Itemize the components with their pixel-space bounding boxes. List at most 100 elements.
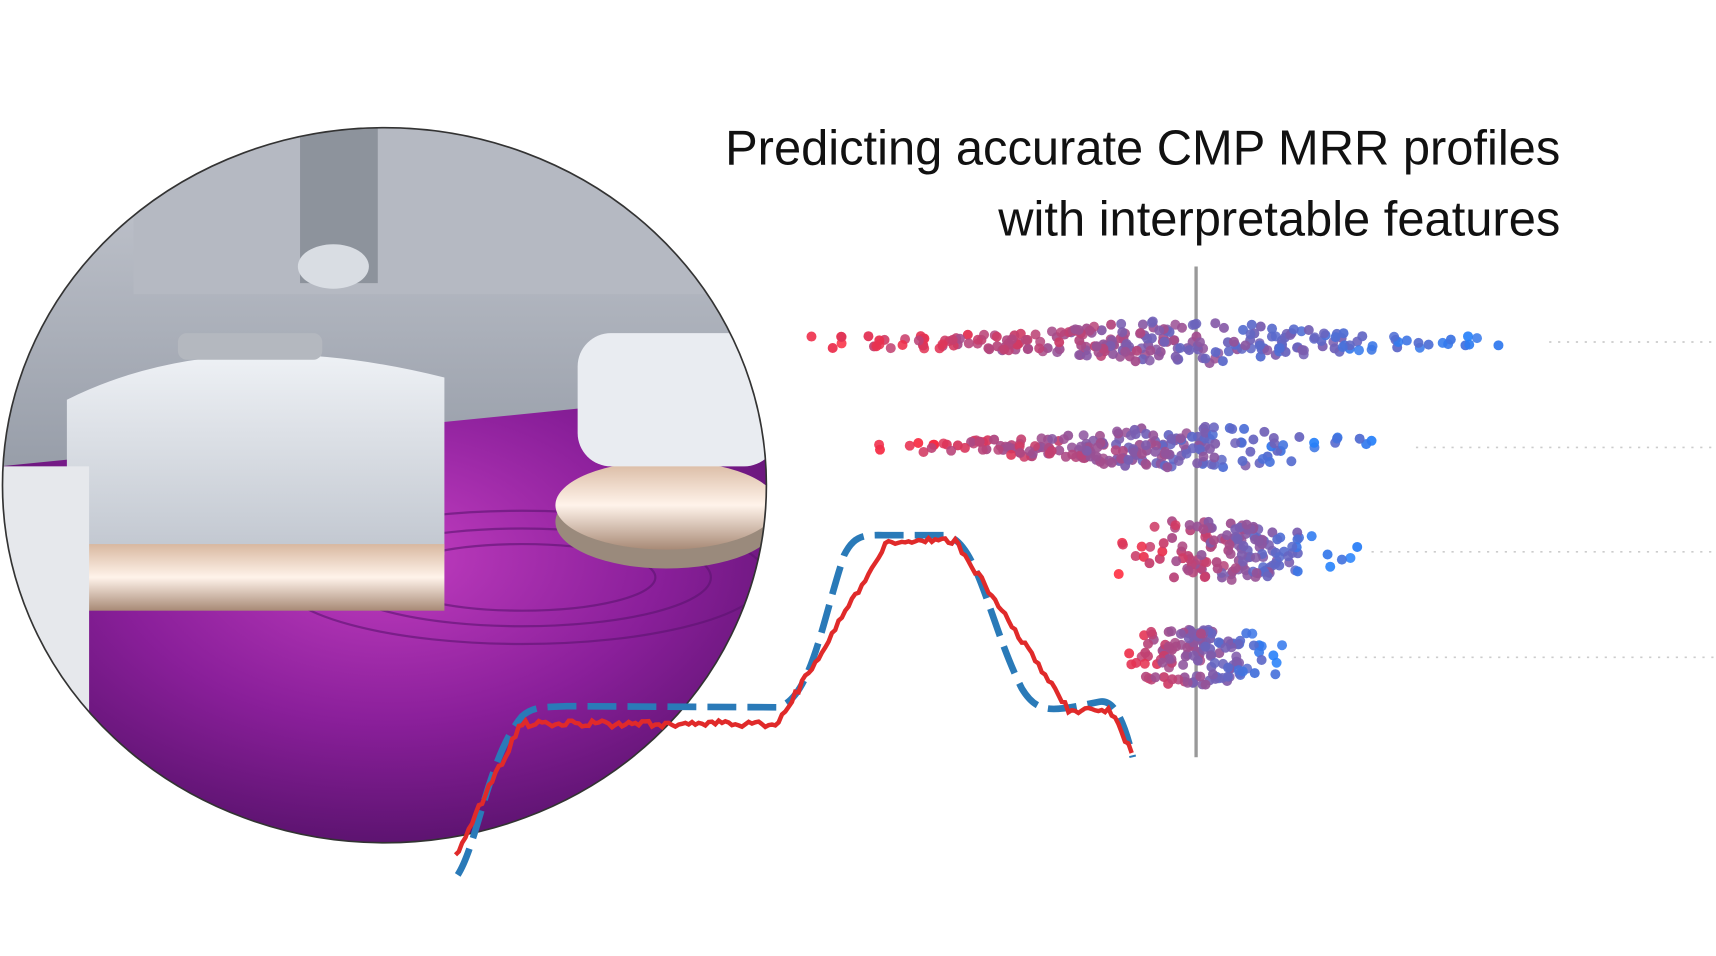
swarm-dot: [1245, 329, 1256, 340]
swarm-dot: [1319, 328, 1330, 339]
swarm-dot: [1223, 662, 1234, 673]
swarm-dot: [1200, 679, 1211, 690]
swarm-dot: [1345, 552, 1356, 563]
swarm-dot: [1150, 672, 1161, 683]
swarm-dot: [1113, 569, 1124, 580]
swarm-dot: [904, 440, 915, 451]
swarm-dot: [1270, 669, 1281, 680]
swarm-dot: [1171, 556, 1182, 567]
swarm-dot: [1230, 524, 1241, 535]
swarm-dot: [1254, 647, 1265, 658]
swarm-dot: [1274, 551, 1285, 562]
swarm-dot: [991, 331, 1002, 342]
swarm-dot: [1274, 343, 1285, 354]
swarm-dot: [874, 439, 885, 450]
swarm-dot: [1413, 337, 1424, 348]
swarm-dot: [1006, 449, 1017, 460]
swarm-dot: [1233, 665, 1244, 676]
swarm-dot: [1221, 530, 1232, 541]
swarm-dot: [1177, 541, 1188, 552]
swarm-dot: [1268, 650, 1279, 661]
swarm-dot: [1140, 647, 1151, 658]
swarm-dot: [1223, 346, 1234, 357]
swarm-dot: [1437, 337, 1448, 348]
swarm-dot: [1239, 423, 1250, 434]
swarm-dot: [1257, 454, 1268, 465]
swarm-dot: [1292, 566, 1303, 577]
swarm-dot: [1140, 458, 1151, 469]
swarm-dot: [1058, 434, 1069, 445]
swarm-dot: [926, 443, 937, 454]
swarm-dot: [1211, 557, 1222, 568]
swarm-dot: [1096, 325, 1107, 336]
swarm-dot: [1270, 331, 1281, 342]
swarm-dot: [1084, 325, 1095, 336]
swarm-dot: [1267, 527, 1278, 538]
swarm-dot: [1230, 438, 1241, 449]
photo: [2, 127, 767, 843]
swarm-dot: [1166, 626, 1177, 637]
swarm-dot: [1130, 551, 1141, 562]
swarm-dot: [1144, 355, 1155, 366]
swarm-dot: [1140, 440, 1151, 451]
swarm-dot: [1248, 434, 1259, 445]
swarm-dot: [1309, 332, 1320, 343]
swarm-dot: [1277, 640, 1288, 651]
swarm-dot: [1154, 325, 1165, 336]
swarm-dot: [1269, 438, 1280, 449]
photo-border: [1, 126, 768, 844]
swarm-dot: [1303, 324, 1314, 335]
swarm-dot: [1175, 342, 1186, 353]
swarm-dot: [1322, 549, 1333, 560]
swarm-dot: [1234, 657, 1245, 668]
swarm-dot: [1226, 574, 1237, 585]
swarm-dot: [1200, 641, 1211, 652]
swarm-dot: [1463, 331, 1474, 342]
swarm-dot: [1056, 327, 1067, 338]
swarm-dot: [1445, 334, 1456, 345]
swarm-dot: [1020, 334, 1031, 345]
swarm-dot: [1230, 563, 1241, 574]
predicted-profile: [454, 531, 1137, 877]
swarm-dot: [1186, 431, 1197, 442]
swarm-dot: [1201, 557, 1212, 568]
swarm-dot: [1150, 446, 1161, 457]
swarm-dot: [1309, 437, 1320, 448]
swarm-dot: [937, 339, 948, 350]
swarm-dot: [1294, 432, 1305, 443]
swarm-dot: [1240, 340, 1251, 351]
swarm-dot: [1110, 445, 1121, 456]
swarm-dot: [1136, 541, 1147, 552]
swarm-dot: [1129, 447, 1140, 458]
swarm-dot: [1175, 433, 1186, 444]
swarm-dot: [913, 335, 924, 346]
swarm-dot: [1178, 659, 1189, 670]
swarm-dot: [1182, 677, 1193, 688]
swarm-dot: [946, 445, 957, 456]
swarm-dot: [1262, 345, 1273, 356]
swarm-dot: [1170, 319, 1181, 330]
swarm-dot: [1255, 351, 1266, 362]
swarm-dot: [1116, 318, 1127, 329]
swarm-dot: [1192, 458, 1203, 469]
swarm-dot: [1167, 532, 1178, 543]
swarm-dot: [1210, 318, 1221, 329]
swarm-dot: [1209, 657, 1220, 668]
swarm-dot: [1184, 345, 1195, 356]
swarm-dot: [1145, 345, 1156, 356]
swarm-dot: [1149, 521, 1160, 532]
swarm-dot: [1352, 541, 1363, 552]
swarm-dot: [1357, 331, 1368, 342]
swarm-dot: [1332, 433, 1342, 444]
swarm-dot: [1107, 349, 1118, 360]
swarm-dot: [1036, 433, 1047, 444]
swarm-dot: [1248, 640, 1259, 651]
swarm-dot: [1218, 322, 1229, 333]
swarm-dot: [1306, 531, 1317, 542]
swarm-dot: [1217, 356, 1228, 367]
swarm-dot: [1054, 445, 1065, 456]
swarm-dot: [1143, 638, 1154, 649]
swarm-dot: [1250, 552, 1261, 563]
swarm-dot: [1249, 668, 1260, 679]
swarm-dot: [1067, 449, 1078, 460]
